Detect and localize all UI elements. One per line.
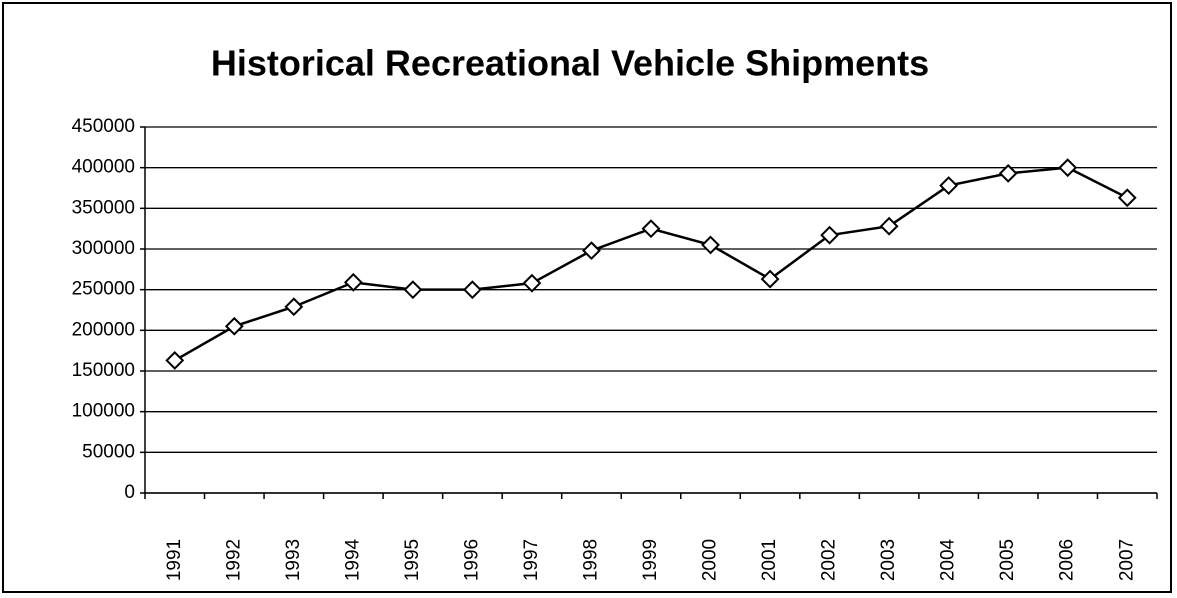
x-tick-label: 2001	[759, 539, 780, 581]
y-tick-label: 150000	[72, 360, 135, 381]
data-point	[1117, 188, 1137, 208]
x-tick-label: 1999	[640, 539, 661, 581]
x-tick-label: 1998	[580, 539, 601, 581]
y-tick-label: 200000	[72, 319, 135, 340]
y-tick-label: 50000	[82, 441, 135, 462]
x-tick-label: 1991	[164, 539, 185, 581]
x-tick-label: 1994	[342, 538, 363, 581]
x-tick-label: 2004	[938, 538, 959, 581]
data-point	[998, 163, 1018, 183]
data-point	[760, 269, 780, 289]
y-tick-label: 100000	[72, 401, 135, 422]
x-tick-label: 2005	[997, 539, 1018, 581]
data-point	[701, 235, 720, 255]
x-tick-label: 1997	[521, 539, 542, 581]
y-tick-label: 300000	[72, 238, 135, 259]
x-tick-label: 1992	[223, 539, 244, 581]
data-point	[582, 241, 601, 261]
data-point	[1058, 158, 1078, 178]
data-point	[641, 219, 661, 239]
y-tick-label: 350000	[72, 197, 135, 218]
data-point	[522, 273, 542, 293]
data-point	[165, 351, 185, 370]
data-point	[820, 225, 840, 245]
x-tick-label: 2006	[1057, 539, 1078, 581]
data-point	[284, 297, 304, 317]
y-tick-label: 0	[124, 482, 135, 503]
data-point	[343, 272, 363, 292]
data-point	[403, 280, 423, 300]
x-tick-label: 2002	[819, 539, 840, 581]
data-point	[879, 216, 899, 236]
x-tick-label: 1995	[402, 539, 423, 581]
y-tick-label: 250000	[72, 279, 135, 300]
x-tick-label: 1996	[461, 539, 482, 581]
x-tick-label: 1993	[283, 539, 304, 581]
y-tick-label: 450000	[72, 116, 135, 137]
chart-title: Historical Recreational Vehicle Shipment…	[211, 43, 929, 84]
data-point	[462, 280, 482, 300]
data-point	[939, 176, 959, 195]
x-tick-label: 2003	[878, 539, 899, 581]
x-tick-label: 2000	[700, 539, 721, 581]
data-point	[224, 316, 244, 336]
series-line	[174, 166, 1128, 362]
x-tick-label: 2007	[1116, 539, 1137, 581]
y-tick-label: 400000	[72, 157, 135, 178]
